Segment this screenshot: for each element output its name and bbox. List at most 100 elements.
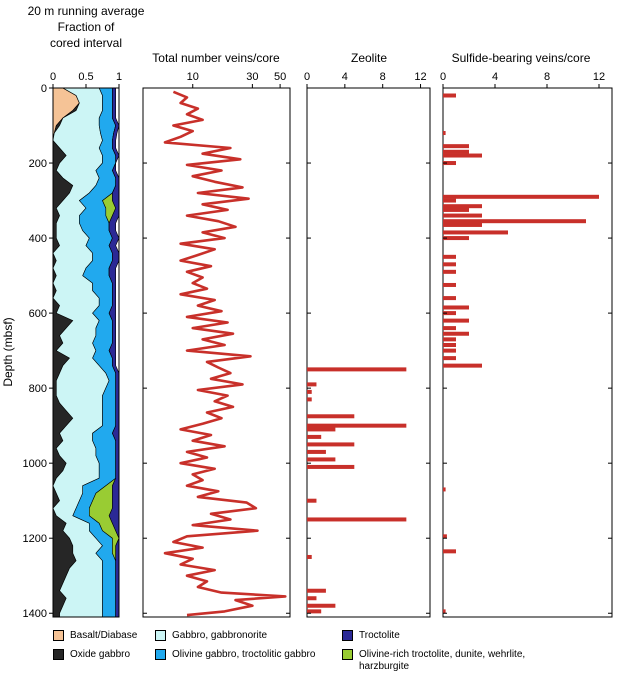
- sulfide-bar: [443, 236, 469, 241]
- sulfide-bar: [443, 153, 482, 158]
- sulfide-bar: [443, 311, 456, 316]
- legend: Basalt/Diabase Oxide gabbro Gabbro, gabb…: [0, 625, 617, 672]
- zeolite-bar: [307, 414, 355, 419]
- sulfide-bar: [443, 204, 482, 209]
- zeolite-xtick-label-3: 12: [414, 71, 426, 83]
- legend-swatch-oxide-gabbro: [53, 649, 64, 660]
- zeolite-bar: [307, 397, 312, 402]
- depth-tick-label-2: 400: [29, 233, 47, 245]
- lith-xtick-label-2: 1: [116, 71, 122, 83]
- sulfide-bar: [443, 609, 446, 614]
- sulfide-bar: [443, 356, 456, 361]
- zeolite-xtick-label-1: 4: [342, 71, 348, 83]
- veins-xtick-label-0: 10: [187, 71, 199, 83]
- sulfide-bar: [443, 296, 456, 301]
- legend-swatch-basalt: [53, 630, 64, 641]
- zeolite-bar: [307, 609, 322, 614]
- legend-label-troctolite: Troctolite: [359, 630, 400, 641]
- zeolite-bar: [307, 449, 326, 454]
- sulfide-bar: [443, 222, 482, 227]
- sulfide-bar: [443, 131, 446, 136]
- depth-tick-label-0: 0: [41, 83, 47, 95]
- sulfide-bar: [443, 144, 469, 149]
- depth-tick-label-6: 1200: [23, 533, 47, 545]
- zeolite-bar: [307, 588, 326, 593]
- legend-item-olivine-rich: Olivine-rich troctolite, dunite, wehrlit…: [342, 649, 527, 673]
- legend-swatch-troctolite: [342, 630, 353, 641]
- zeolite-xtick-label-0: 0: [304, 71, 310, 83]
- sulfide-bar: [443, 269, 456, 274]
- legend-swatch-gabbro: [155, 630, 166, 641]
- zeolite-bar: [307, 464, 355, 469]
- depth-axis-label: Depth (mbsf): [1, 317, 15, 386]
- sulfide-bar: [443, 219, 586, 224]
- lith-title-line-1: Fraction of: [58, 20, 115, 34]
- legend-swatch-olivine-rich: [342, 649, 353, 660]
- sulfide-bar: [443, 487, 446, 492]
- legend-item-gabbro: Gabbro, gabbronorite: [155, 630, 267, 642]
- zeolite-bar: [307, 367, 407, 372]
- sulfide-bar: [443, 305, 469, 310]
- zeolite-bar: [307, 517, 407, 522]
- legend-swatch-olivine-gabbro: [155, 649, 166, 660]
- depth-tick-label-1: 200: [29, 158, 47, 170]
- legend-label-olivine-gabbro: Olivine gabbro, troctolitic gabbro: [172, 649, 316, 660]
- lith-title-line-0: 20 m running average: [28, 4, 145, 18]
- lith-xtick-label-0: 0: [50, 71, 56, 83]
- figure: 20 m running average Fraction of cored int…: [1, 4, 613, 620]
- lith-xtick-label-1: 0.5: [78, 71, 93, 83]
- sulfide-frame: [442, 87, 613, 618]
- sulfide-bar: [443, 207, 469, 212]
- sulfide-bar: [443, 337, 456, 342]
- sulfide-bar: [443, 342, 456, 347]
- legend-label-oxide-gabbro: Oxide gabbro: [70, 649, 131, 660]
- sulfide-bar: [443, 230, 508, 235]
- depth-tick-label-7: 1400: [23, 608, 47, 620]
- sulfide-bar: [443, 326, 456, 331]
- zeolite-bar: [307, 442, 355, 447]
- veins-line: [163, 90, 287, 617]
- sulfide-bar: [443, 93, 456, 98]
- zeolite-bar: [307, 554, 312, 559]
- zeolite-title: Zeolite: [351, 51, 387, 65]
- sulfide-bar: [443, 149, 469, 154]
- sulfide-xtick-label-0: 0: [440, 71, 446, 83]
- legend-label-olivine-rich: Olivine-rich troctolite, dunite, wehrlit…: [359, 649, 526, 672]
- sulfide-xtick-label-1: 4: [492, 71, 498, 83]
- sulfide-bar: [443, 348, 456, 353]
- zeolite-bar: [307, 427, 336, 432]
- zeolite-bar: [307, 498, 317, 503]
- legend-item-olivine-gabbro: Olivine gabbro, troctolitic gabbro: [155, 649, 315, 661]
- sulfide-bar: [443, 363, 482, 368]
- lith-title-line-2: cored interval: [50, 36, 122, 50]
- depth-tick-label-5: 1000: [23, 458, 47, 470]
- legend-label-gabbro: Gabbro, gabbronorite: [172, 630, 268, 641]
- sulfide-bar: [443, 161, 456, 166]
- sulfide-bar: [443, 534, 447, 539]
- zeolite-bar: [307, 596, 317, 601]
- sulfide-bar: [443, 331, 469, 336]
- sulfide-bar: [443, 213, 482, 218]
- depth-tick-label-3: 600: [29, 308, 47, 320]
- sulfide-bar: [443, 198, 456, 203]
- veins-xtick-label-1: 30: [246, 71, 258, 83]
- sulfide-bar: [443, 282, 456, 287]
- legend-item-oxide-gabbro: Oxide gabbro: [53, 649, 130, 661]
- legend-item-basalt: Basalt/Diabase: [53, 630, 137, 642]
- sulfide-title: Sulfide-bearing veins/core: [452, 51, 591, 65]
- sulfide-bar: [443, 318, 469, 323]
- veins-xtick-label-2: 50: [274, 71, 286, 83]
- sulfide-bar: [443, 549, 456, 554]
- legend-item-troctolite: Troctolite: [342, 630, 400, 642]
- sulfide-xtick-label-2: 8: [544, 71, 550, 83]
- zeolite-bar: [307, 389, 312, 394]
- veins-title: Total number veins/core: [152, 51, 280, 65]
- zeolite-frame: [306, 87, 431, 618]
- legend-label-basalt: Basalt/Diabase: [70, 630, 138, 641]
- sulfide-bar: [443, 254, 456, 259]
- zeolite-bar: [307, 603, 336, 608]
- sulfide-bar: [443, 262, 456, 267]
- depth-tick-label-4: 800: [29, 383, 47, 395]
- zeolite-bar: [307, 423, 407, 428]
- sulfide-bar: [443, 194, 599, 199]
